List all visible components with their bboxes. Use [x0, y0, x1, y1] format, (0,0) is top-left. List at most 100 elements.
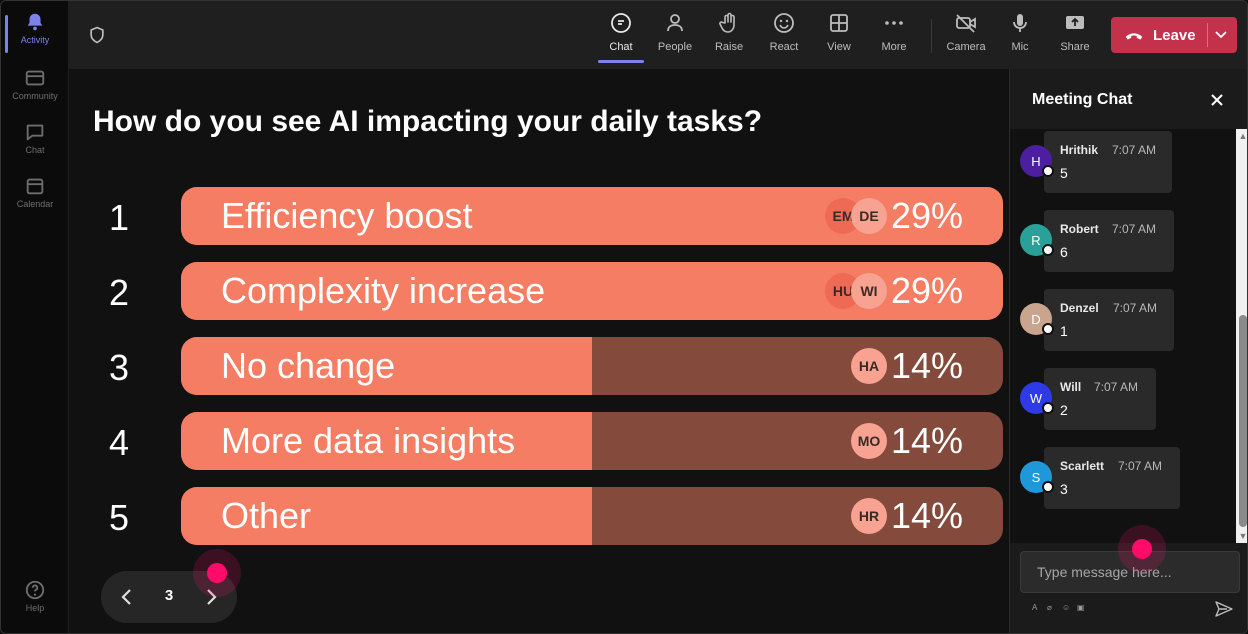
option-bar: More data insights MO 14% — [181, 412, 1003, 470]
leave-button[interactable]: Leave — [1111, 17, 1237, 53]
message-sender: Will — [1060, 380, 1082, 394]
share-button[interactable]: Share — [1050, 11, 1100, 63]
hand-icon — [719, 12, 735, 33]
poll-option-row: 4 More data insights MO 14% — [69, 412, 1009, 470]
voter-avatar: WI — [851, 273, 887, 309]
shield-icon — [90, 26, 104, 44]
option-percent: 29% — [890, 270, 963, 311]
option-label: More data insights — [221, 420, 516, 461]
presence-indicator — [1042, 402, 1054, 414]
message-timestamp: 7:07 AM — [1094, 380, 1139, 394]
emoji-icon[interactable]: ☺ — [1062, 603, 1071, 612]
view-button-label: View — [827, 41, 851, 53]
mic-button[interactable]: Mic — [995, 11, 1045, 63]
message-text: 2 — [1060, 402, 1068, 418]
rail-item-chat[interactable]: Chat — [1, 121, 69, 173]
message-bubble: Will 7:07 AM 2 — [1044, 368, 1156, 430]
chat-message[interactable]: Robert 7:07 AM 6 R — [1010, 208, 1236, 272]
share-button-label: Share — [1060, 41, 1090, 53]
presence-indicator — [1042, 323, 1054, 335]
message-text: 3 — [1060, 481, 1068, 497]
format-icon[interactable]: A — [1032, 603, 1038, 612]
scroll-up-arrow[interactable]: ▲ — [1238, 131, 1248, 141]
scroll-thumb[interactable] — [1239, 315, 1247, 527]
chat-message[interactable]: Will 7:07 AM 2 W — [1010, 366, 1236, 430]
message-timestamp: 7:07 AM — [1118, 459, 1163, 473]
chat-message[interactable]: Scarlett 7:07 AM 3 S — [1010, 445, 1236, 509]
rail-item-community[interactable]: Community — [1, 67, 69, 119]
voter-avatar: DE — [851, 198, 887, 234]
chat-button[interactable]: Chat — [596, 11, 646, 63]
chat-panel-title: Meeting Chat — [1032, 91, 1133, 108]
poll-option-row: 5 Other HR 14% — [69, 487, 1009, 545]
chat-icon — [26, 124, 44, 141]
chat-icon — [611, 13, 631, 33]
chat-message[interactable]: Hrithik 7:07 AM 5 H — [1010, 129, 1236, 193]
rail-item-help[interactable]: Help — [1, 579, 69, 631]
more-button-label: More — [881, 41, 907, 53]
option-bar: Other HR 14% — [181, 487, 1003, 545]
poll-question: How do you see AI impacting your daily t… — [93, 105, 763, 138]
option-bar: Complexity increase HU WI 29% — [181, 262, 1003, 320]
react-button[interactable]: React — [759, 11, 809, 63]
rail-item-calendar[interactable]: Calendar — [1, 175, 69, 227]
message-text: 1 — [1060, 323, 1068, 339]
pointer-cursor — [1118, 525, 1166, 573]
close-icon[interactable] — [1208, 91, 1226, 109]
meeting-toolbar: Chat People Raise React View More Camera — [69, 1, 1247, 69]
smiley-icon — [774, 13, 794, 33]
chevron-down-icon[interactable] — [1213, 26, 1229, 42]
message-text: 6 — [1060, 244, 1068, 260]
attach-icon[interactable]: ⌀ — [1047, 603, 1052, 612]
raise-hand-button[interactable]: Raise — [704, 11, 754, 63]
community-icon — [25, 70, 45, 86]
poll-option-row: 1 Efficiency boost EM DE 29% — [69, 187, 1009, 245]
voter-avatar: HA — [851, 348, 887, 384]
send-icon[interactable] — [1214, 599, 1234, 619]
grid-icon — [830, 14, 848, 32]
view-button[interactable]: View — [814, 11, 864, 63]
compose-toolbar: A ⌀ ☺ ▣ — [1032, 603, 1086, 615]
option-number: 4 — [109, 422, 130, 463]
message-bubble: Robert 7:07 AM 6 — [1044, 210, 1174, 272]
camera-button-label: Camera — [946, 41, 986, 53]
option-number: 2 — [109, 272, 130, 313]
chevron-left-icon[interactable] — [115, 585, 139, 609]
chat-message-list: Hrithik 7:07 AM 5 H Robert 7:07 AM 6 R Denzel 7:0… — [1010, 129, 1236, 543]
people-button[interactable]: People — [650, 11, 700, 63]
voter-avatar: HR — [851, 498, 887, 534]
left-rail: Activity Community Chat Calendar Help — [1, 1, 69, 633]
leave-button-label: Leave — [1153, 26, 1196, 44]
rail-item-label: Calendar — [16, 199, 54, 209]
presence-indicator — [1042, 481, 1054, 493]
meeting-chat-panel: Meeting Chat Hrithik 7:07 AM 5 H Robert 7:07 … — [1009, 69, 1248, 633]
rail-item-activity[interactable]: Activity — [1, 11, 69, 63]
option-label: Complexity increase — [221, 270, 546, 311]
option-bar: Efficiency boost EM DE 29% — [181, 187, 1003, 245]
option-percent: 14% — [890, 495, 963, 536]
gif-icon[interactable]: ▣ — [1077, 603, 1085, 612]
option-number: 5 — [109, 497, 130, 538]
poll-option-row: 2 Complexity increase HU WI 29% — [69, 262, 1009, 320]
option-bar-fill — [181, 337, 592, 395]
chat-message[interactable]: Denzel 7:07 AM 1 D — [1010, 287, 1236, 351]
calendar-icon — [26, 178, 44, 195]
camera-button[interactable]: Camera — [941, 11, 991, 63]
message-timestamp: 7:07 AM — [1112, 143, 1157, 157]
message-timestamp: 7:07 AM — [1113, 301, 1158, 315]
more-button[interactable]: More — [869, 11, 919, 63]
rail-item-label: Help — [25, 603, 45, 613]
message-input[interactable]: Type message here... — [1020, 551, 1240, 593]
bell-icon — [27, 13, 43, 31]
scroll-down-arrow[interactable]: ▼ — [1238, 531, 1248, 541]
help-icon — [25, 580, 45, 600]
chevron-right-icon[interactable] — [199, 585, 223, 609]
message-placeholder: Type message here... — [1037, 564, 1172, 580]
message-timestamp: 7:07 AM — [1112, 222, 1157, 236]
more-icon — [885, 21, 903, 25]
option-percent: 29% — [890, 195, 963, 236]
message-sender: Scarlett — [1060, 459, 1105, 473]
chat-scrollbar[interactable]: ▲ ▼ — [1236, 129, 1248, 543]
toolbar-divider — [931, 19, 932, 53]
mic-icon — [1013, 14, 1027, 32]
